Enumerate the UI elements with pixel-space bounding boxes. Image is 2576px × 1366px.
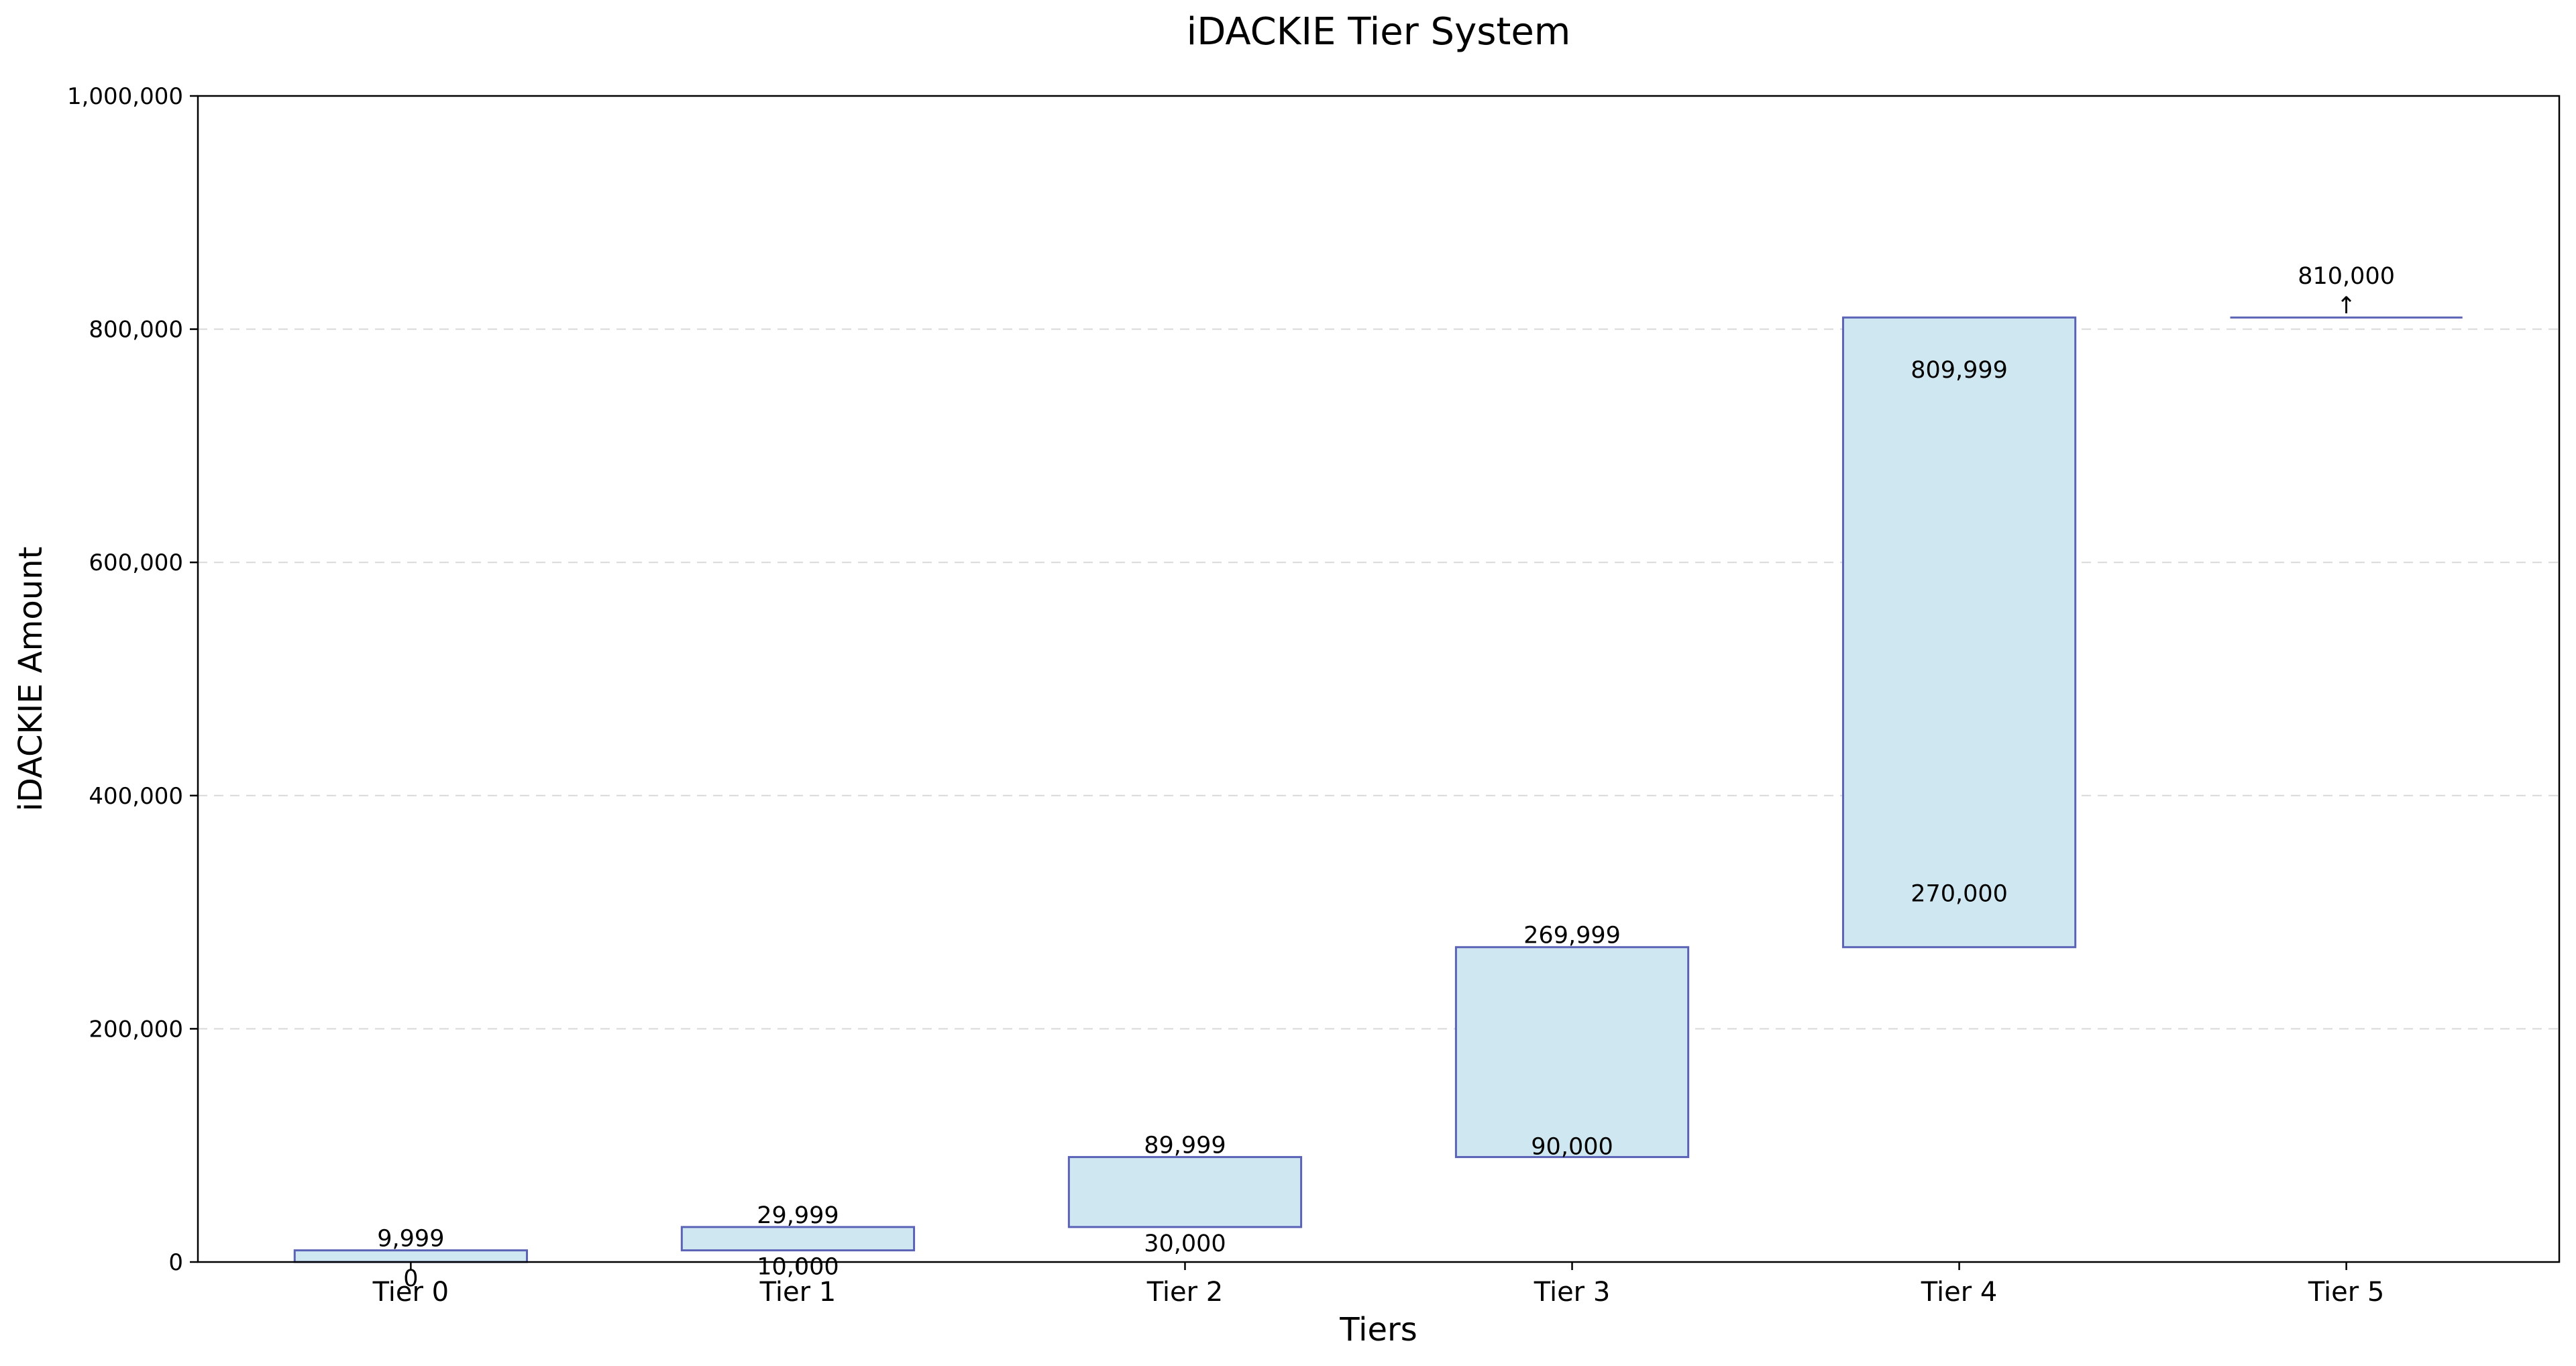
bar-high-label: 809,999 — [1911, 357, 2008, 384]
x-tick-label: Tier 0 — [372, 1277, 449, 1308]
x-tick-label: Tier 4 — [1921, 1277, 1998, 1308]
y-tick-label: 800,000 — [89, 317, 183, 344]
bar-low-label: 30,000 — [1144, 1230, 1226, 1257]
tier-bar — [1454, 946, 1690, 1159]
tier-bar — [680, 1226, 916, 1252]
y-tick-label: 200,000 — [89, 1016, 183, 1043]
x-axis-ticks: Tier 0 Tier 1 Tier 2 Tier 3 Tier 4 Tier 5 — [372, 1262, 2385, 1308]
y-tick-label: 0 — [168, 1249, 183, 1276]
x-tick-label: Tier 5 — [2308, 1277, 2385, 1308]
x-tick-label: Tier 1 — [759, 1277, 837, 1308]
y-tick-label: 600,000 — [89, 549, 183, 576]
y-tick-label: 1,000,000 — [67, 83, 183, 110]
y-axis-label: iDACKIE Amount — [12, 547, 50, 812]
bars — [293, 316, 2463, 1263]
y-tick-label: 400,000 — [89, 783, 183, 810]
bar-high-label: 269,999 — [1523, 923, 1621, 949]
open-tier-arrow: ↑ — [2337, 293, 2356, 319]
bar-low-label: 270,000 — [1911, 881, 2008, 908]
bar-low-label: 90,000 — [1531, 1134, 1613, 1161]
tier-bar — [1841, 316, 2077, 949]
y-axis-ticks: 0 200,000 400,000 600,000 800,000 1,000,000 — [67, 83, 198, 1276]
bar-low-label: 10,000 — [757, 1254, 839, 1281]
x-tick-label: Tier 3 — [1534, 1277, 1611, 1308]
x-axis-label: Tiers — [1339, 1311, 1417, 1349]
bar-high-label: 29,999 — [757, 1202, 839, 1229]
chart-title: iDACKIE Tier System — [1187, 10, 1571, 54]
bar-high-label: 89,999 — [1144, 1133, 1226, 1159]
bar-low-label: 0 — [403, 1265, 418, 1292]
open-tier-low-label: 810,000 — [2298, 263, 2395, 290]
tier-bar — [1067, 1156, 1303, 1228]
bar-high-label: 9,999 — [377, 1226, 444, 1253]
plot-frame — [197, 95, 2561, 1263]
x-tick-label: Tier 2 — [1146, 1277, 1224, 1308]
data-labels: 9,999 0 29,999 10,000 89,999 30,000 269,999 90,… — [377, 263, 2395, 1292]
gridlines — [198, 328, 2559, 1030]
